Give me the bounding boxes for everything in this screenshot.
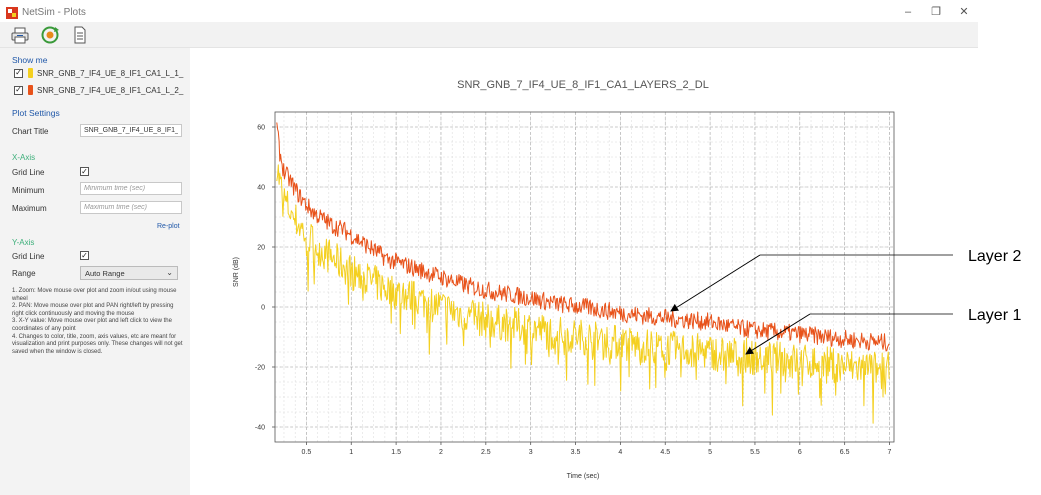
range-label: Range [12,269,36,278]
range-dropdown-value: Auto Range [85,269,125,278]
series-name-layer2: SNR_GNB_7_IF4_UE_8_IF1_CA1_L_2_ [37,85,184,95]
help-item-pan: 2. PAN: Move mouse over plot and PAN rig… [12,303,174,317]
y-tick-label: -20 [255,365,265,372]
close-button[interactable]: ✕ [959,6,969,18]
x-minimum-label: Minimum [12,186,45,195]
chart-title-label: Chart Title [12,127,49,136]
netsim-app-icon [6,7,18,19]
x-tick-label: 7 [888,449,892,456]
x-tick-label: 1.5 [391,449,401,456]
x-tick-label: 2 [439,449,443,456]
window-title: NetSim - Plots [22,7,86,18]
layer1-arrow [745,313,811,355]
help-text: 1. Zoom: Move mouse over plot and zoom i… [12,288,186,356]
series-row-layer2[interactable]: ✓ SNR_GNB_7_IF4_UE_8_IF1_CA1_L_2_ [14,84,183,96]
title-bar: NetSim - Plots – ❐ ✕ [0,0,978,26]
layer2-callout: Layer 2 [968,248,1021,265]
x-maximum-label: Maximum [12,204,47,213]
series-name-layer1: SNR_GNB_7_IF4_UE_8_IF1_CA1_L_1_ [37,68,184,78]
layer2-arrow [670,254,761,312]
series-color-swatch-layer1[interactable] [28,68,33,78]
plot-settings-title: Plot Settings [12,108,60,118]
series-checkbox-layer1[interactable]: ✓ [14,68,23,78]
minimize-button[interactable]: – [904,6,912,18]
x-maximum-input[interactable] [80,201,182,214]
plot-settings-sidebar: Show me ✓ SNR_GNB_7_IF4_UE_8_IF1_CA1_L_1… [0,48,190,495]
y-grid-line-checkbox[interactable]: ✓ [80,250,89,260]
x-grid-line-checkbox[interactable]: ✓ [80,166,89,176]
y-grid-line-label: Grid Line [12,252,45,261]
document-icon [74,26,86,44]
x-tick-label: 2.5 [481,449,491,456]
x-tick-label: 1 [349,449,353,456]
x-axis-title: X-Axis [12,153,36,162]
x-tick-label: 3.5 [571,449,581,456]
snr-chart[interactable]: SNR_GNB_7_IF4_UE_8_IF1_CA1_LAYERS_2_DL 0… [190,48,978,495]
x-tick-label: 4.5 [660,449,670,456]
refresh-icon [41,26,59,44]
print-button[interactable] [10,25,30,45]
print-icon [11,27,29,44]
x-grid-line-label: Grid Line [12,168,45,177]
help-item-changes: 4. Changes to color, title, zoom, axis v… [12,333,183,355]
help-item-zoom: 1. Zoom: Move mouse over plot and zoom i… [12,288,177,302]
toolbar [0,22,978,48]
axes: 0.5 1 1.5 2 2.5 3 3.5 4 4.5 5 5.5 6 6.5 7 -40 -20 0 20 40 6… [255,111,895,456]
y-axis-title: Y-Axis [12,238,35,247]
report-button[interactable] [70,25,90,45]
y-tick-label: 0 [261,305,265,312]
series-checkbox-layer2[interactable]: ✓ [14,85,23,95]
range-dropdown[interactable]: Auto Range ⌄ [80,266,178,280]
plot-frame [274,111,895,443]
replot-link[interactable]: Re-plot [157,223,180,230]
y-tick-label: 20 [257,245,265,252]
series-row-layer1[interactable]: ✓ SNR_GNB_7_IF4_UE_8_IF1_CA1_L_1_ [14,67,183,79]
restore-button[interactable]: ❐ [931,6,941,18]
refresh-button[interactable] [40,25,60,45]
chart-area[interactable]: SNR_GNB_7_IF4_UE_8_IF1_CA1_LAYERS_2_DL 0… [190,48,978,495]
chart-title-input[interactable] [80,124,182,137]
x-minimum-input[interactable] [80,182,182,195]
series-color-swatch-layer2[interactable] [28,85,33,95]
y-tick-label: 60 [257,125,265,132]
x-axis-label: Time (sec) [567,473,600,480]
series-line-layer1 [276,164,890,424]
y-tick-label: 40 [257,185,265,192]
y-tick-label: -40 [255,425,265,432]
layer1-callout: Layer 1 [968,307,1021,324]
x-tick-label: 5.5 [750,449,760,456]
x-tick-label: 6 [798,449,802,456]
x-tick-label: 3 [529,449,533,456]
x-tick-label: 4 [618,449,622,456]
show-me-title: Show me [12,55,48,65]
x-tick-label: 0.5 [302,449,312,456]
chart-title: SNR_GNB_7_IF4_UE_8_IF1_CA1_LAYERS_2_DL [457,79,709,91]
help-item-xy-value: 3. X-Y value: Move mouse over plot and l… [12,318,172,332]
x-tick-label: 6.5 [840,449,850,456]
x-tick-label: 5 [708,449,712,456]
y-axis-label: SNR (dB) [233,257,240,287]
chevron-down-icon: ⌄ [166,268,173,277]
